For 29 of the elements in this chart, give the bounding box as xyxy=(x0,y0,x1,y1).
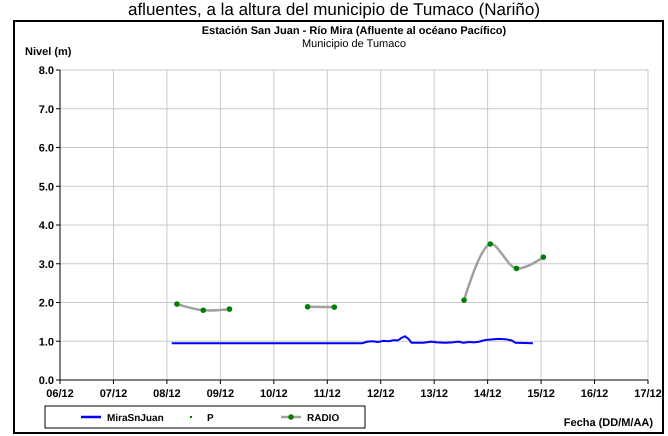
x-tick-label: 06/12 xyxy=(46,388,74,400)
chart-title: Estación San Juan - Río Mira (Afluente al océano Pacífico) xyxy=(202,25,507,37)
x-tick-label: 11/12 xyxy=(314,388,341,400)
x-tick-label: 13/12 xyxy=(420,388,448,400)
x-tick-label: 07/12 xyxy=(100,388,128,400)
y-tick-label: 2.0 xyxy=(38,298,54,310)
x-tick-label: 14/12 xyxy=(474,388,502,400)
y-tick-label: 3.0 xyxy=(38,258,54,271)
chart-subtitle: Municipio de Tumaco xyxy=(302,38,406,50)
x-tick-label: 12/12 xyxy=(366,388,394,400)
x-axis-title: Fecha (DD/M/AA) xyxy=(564,417,654,429)
x-tick-label: 10/12 xyxy=(260,388,288,400)
legend-label: P xyxy=(207,413,214,424)
y-tick-label: 0.0 xyxy=(38,375,54,387)
x-tick-label: 16/12 xyxy=(580,388,608,400)
text: afluentes, a la altura del municipio de Tumaco (Nariño) xyxy=(128,0,540,19)
y-tick-label: 4.0 xyxy=(38,220,54,232)
y-tick-label: 5.0 xyxy=(38,181,54,194)
y-tick-label: 8.0 xyxy=(38,65,54,77)
legend-label: MiraSnJuan xyxy=(107,413,164,424)
y-tick-label: 7.0 xyxy=(38,104,54,116)
legend-label: RADIO xyxy=(307,413,340,424)
x-tick-label: 09/12 xyxy=(206,388,234,400)
y-tick-label: 6.0 xyxy=(38,142,54,154)
y-tick-label: 1.0 xyxy=(38,336,54,348)
y-axis-title: Nivel (m) xyxy=(25,46,72,58)
x-tick-label: 15/12 xyxy=(527,388,555,400)
x-tick-label: 17/12 xyxy=(634,388,662,400)
x-tick-label: 08/12 xyxy=(153,388,181,400)
